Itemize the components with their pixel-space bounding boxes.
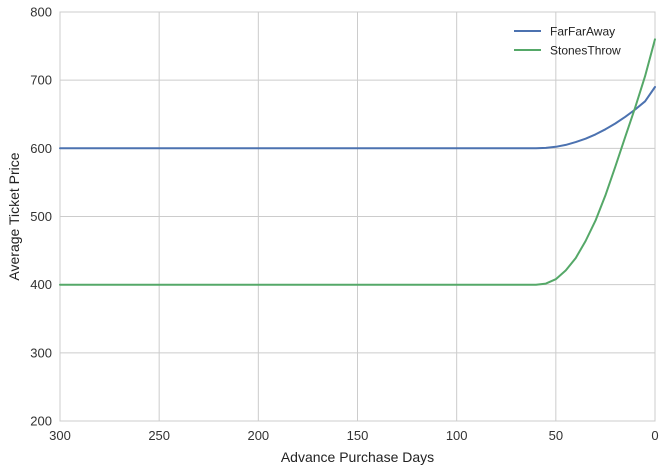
y-tick-label: 600 [30,141,52,156]
y-tick-label: 700 [30,73,52,88]
x-tick-label: 150 [347,428,369,443]
x-tick-label: 300 [49,428,71,443]
x-axis-label: Advance Purchase Days [281,449,434,465]
plot-frame [59,11,656,422]
series-line-farfaraway [59,86,656,150]
grid [59,11,656,422]
legend-label: FarFarAway [550,25,615,39]
x-tick-label: 250 [148,428,170,443]
series-lines [59,38,656,286]
x-tick-labels: 300 250 200 150 100 50 0 [49,428,658,443]
y-tick-label: 400 [30,277,52,292]
series-line-stonesthrow [59,38,656,286]
y-axis-label: Average Ticket Price [6,152,22,280]
y-tick-labels: 200 300 400 500 600 700 800 [30,5,52,429]
y-tick-label: 500 [30,209,52,224]
legend: FarFarAway StonesThrow [514,25,621,58]
x-tick-label: 200 [247,428,269,443]
y-tick-label: 200 [30,414,52,429]
x-tick-label: 0 [651,428,658,443]
y-tick-label: 800 [30,5,52,20]
x-tick-label: 50 [549,428,563,443]
y-tick-label: 300 [30,345,52,360]
legend-label: StonesThrow [550,44,621,58]
x-tick-label: 100 [446,428,468,443]
